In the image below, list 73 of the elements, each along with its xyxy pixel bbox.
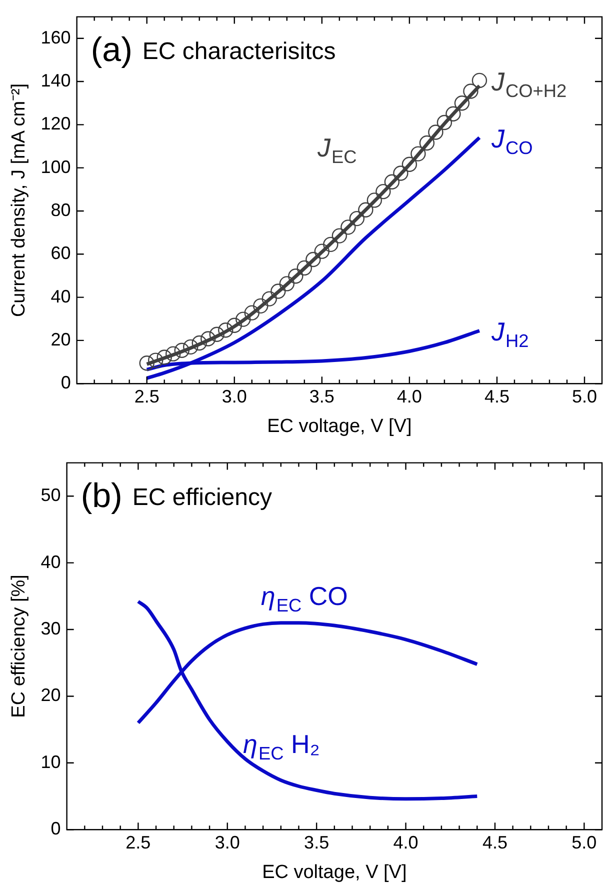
point bbox=[226, 318, 242, 333]
point bbox=[402, 156, 418, 172]
x-tick-label: 4.0 bbox=[396, 386, 422, 406]
point bbox=[200, 331, 216, 346]
y-tick-label: 20 bbox=[40, 685, 61, 706]
point bbox=[428, 124, 444, 140]
point bbox=[323, 236, 338, 252]
point bbox=[139, 356, 154, 371]
y-axis-title: Current density, J [mA cm⁻²] bbox=[8, 83, 30, 318]
y-axis-title: EC efficiency [%] bbox=[8, 574, 30, 718]
x-tick-label: 4.0 bbox=[393, 832, 418, 852]
y-tick-label: 120 bbox=[40, 114, 71, 134]
x-axis-title: EC voltage, V [V] bbox=[262, 862, 407, 883]
x-tick-label: 5.0 bbox=[572, 386, 598, 406]
x-tick-label: 2.5 bbox=[126, 832, 151, 852]
y-tick-label: 30 bbox=[40, 618, 61, 638]
y-tick-label: 40 bbox=[50, 286, 71, 306]
point bbox=[218, 322, 234, 338]
point bbox=[436, 114, 452, 130]
point bbox=[236, 312, 251, 327]
x-tick-label: 4.5 bbox=[484, 386, 510, 406]
point bbox=[410, 146, 426, 162]
y-tick-label: 20 bbox=[50, 329, 71, 350]
y-tick-label: 10 bbox=[40, 752, 61, 772]
point bbox=[472, 72, 488, 88]
y-tick-label: 140 bbox=[40, 70, 71, 90]
y-tick-label: 80 bbox=[50, 200, 71, 220]
point bbox=[253, 298, 268, 314]
point bbox=[296, 260, 312, 276]
x-tick-label: 3.5 bbox=[304, 832, 330, 852]
point bbox=[332, 228, 348, 244]
point bbox=[446, 106, 461, 122]
point bbox=[393, 166, 408, 181]
y-tick-label: 50 bbox=[40, 485, 61, 506]
point bbox=[279, 276, 294, 292]
point bbox=[314, 244, 330, 259]
line-series bbox=[145, 136, 482, 380]
point bbox=[288, 268, 304, 284]
point bbox=[244, 305, 260, 320]
point bbox=[209, 326, 224, 342]
point bbox=[340, 220, 356, 235]
point bbox=[463, 84, 478, 99]
point bbox=[148, 352, 164, 368]
x-tick-label: 5.0 bbox=[572, 832, 597, 852]
point bbox=[270, 284, 286, 299]
x-tick-label: 4.5 bbox=[482, 832, 508, 852]
point bbox=[174, 342, 190, 358]
point bbox=[366, 192, 382, 208]
y-tick-label: 0 bbox=[60, 372, 71, 393]
y-tick-label: 160 bbox=[40, 27, 71, 48]
point bbox=[419, 135, 435, 151]
point bbox=[384, 174, 400, 190]
y-tick-label: 0 bbox=[50, 818, 61, 839]
point bbox=[349, 210, 365, 226]
point bbox=[192, 335, 207, 351]
x-axis-title: EC voltage, V [V] bbox=[267, 416, 412, 437]
y-tick-label: 40 bbox=[40, 552, 61, 572]
point bbox=[376, 184, 391, 200]
point bbox=[156, 350, 172, 365]
y-tick-label: 100 bbox=[40, 156, 71, 177]
chart-title: (a) EC characterisitcs bbox=[90, 30, 336, 69]
x-tick-label: 2.5 bbox=[134, 386, 160, 406]
x-tick-label: 3.0 bbox=[222, 386, 247, 406]
x-tick-label: 3.0 bbox=[214, 832, 240, 852]
x-tick-label: 3.5 bbox=[309, 386, 334, 406]
y-tick-label: 60 bbox=[50, 243, 71, 264]
chart-title: (b) EC efficiency bbox=[80, 476, 272, 515]
point bbox=[183, 339, 198, 355]
point bbox=[358, 202, 374, 218]
point bbox=[306, 252, 321, 268]
point bbox=[454, 96, 470, 111]
point bbox=[166, 346, 181, 362]
point bbox=[262, 291, 277, 306]
